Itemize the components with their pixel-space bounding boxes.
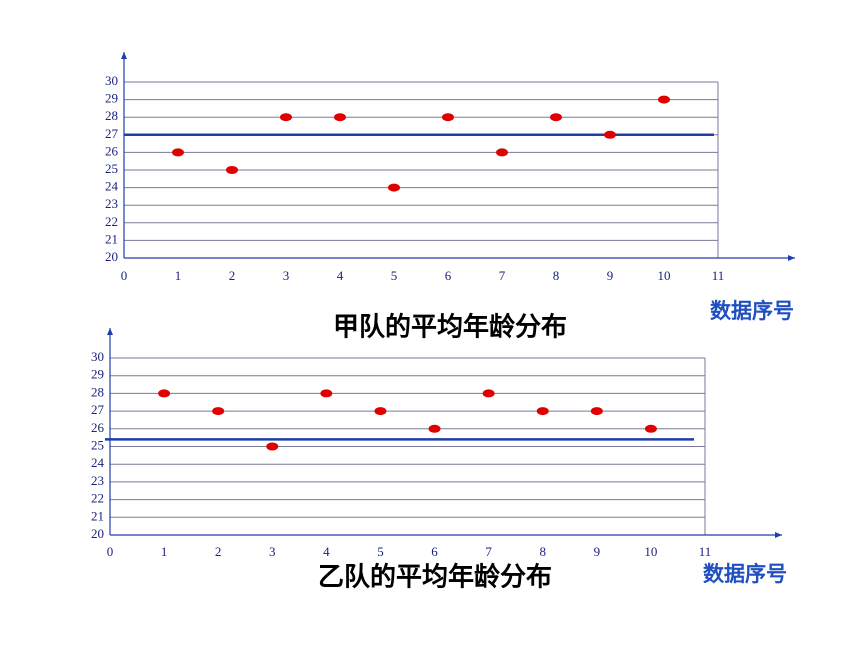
data-point: [388, 183, 400, 192]
x-tick-label: 9: [607, 268, 614, 283]
data-point: [442, 113, 454, 122]
x-tick-label: 1: [175, 268, 182, 283]
y-tick-label: 27: [105, 126, 119, 141]
x-tick-label: 11: [712, 268, 725, 283]
y-tick-label: 26: [105, 143, 119, 158]
x-tick-label: 2: [229, 268, 236, 283]
data-point: [374, 407, 387, 416]
x-tick-label: 5: [391, 268, 398, 283]
x-tick-label: 7: [485, 544, 492, 559]
x-tick-label: 2: [215, 544, 222, 559]
y-tick-label: 29: [91, 367, 104, 382]
x-tick-label: 0: [107, 544, 114, 559]
y-tick-label: 20: [105, 249, 118, 264]
data-point: [658, 95, 670, 104]
data-point: [334, 113, 346, 122]
y-tick-label: 29: [105, 91, 118, 106]
data-point: [172, 148, 184, 157]
x-tick-label: 10: [658, 268, 671, 283]
x-tick-label: 3: [283, 268, 290, 283]
x-tick-label: 8: [553, 268, 560, 283]
x-tick-label: 11: [699, 544, 712, 559]
y-axis-arrow: [107, 328, 113, 335]
y-tick-label: 27: [91, 402, 105, 417]
x-axis-label: 数据序号: [703, 562, 787, 586]
data-point: [320, 389, 333, 398]
y-tick-label: 22: [105, 214, 118, 229]
y-axis-arrow: [121, 52, 127, 59]
x-axis-label: 数据序号: [710, 299, 794, 323]
x-tick-label: 10: [644, 544, 657, 559]
y-tick-label: 28: [91, 384, 104, 399]
data-point: [428, 424, 441, 433]
data-point: [212, 407, 225, 416]
x-tick-label: 8: [539, 544, 546, 559]
x-tick-label: 5: [377, 544, 384, 559]
data-point: [536, 407, 549, 416]
x-tick-label: 4: [323, 544, 330, 559]
x-axis-arrow: [788, 255, 795, 261]
y-tick-label: 24: [105, 179, 119, 194]
data-point: [644, 424, 657, 433]
y-tick-label: 26: [91, 420, 105, 435]
x-tick-label: 0: [121, 268, 128, 283]
y-tick-label: 21: [91, 508, 104, 523]
x-tick-label: 7: [499, 268, 506, 283]
x-tick-label: 6: [431, 544, 438, 559]
chart-title: 乙队的平均年龄分布: [318, 562, 552, 593]
y-tick-label: 28: [105, 108, 118, 123]
data-point: [158, 389, 171, 398]
x-axis-arrow: [775, 532, 782, 538]
y-tick-label: 23: [105, 196, 118, 211]
y-tick-label: 30: [91, 349, 104, 364]
data-point: [280, 113, 292, 122]
x-tick-label: 6: [445, 268, 452, 283]
data-point: [496, 148, 508, 157]
data-point: [482, 389, 495, 398]
x-tick-label: 3: [269, 544, 276, 559]
chart-title: 甲队的平均年龄分布: [333, 312, 567, 343]
data-point: [550, 113, 562, 122]
y-tick-label: 21: [105, 231, 118, 246]
y-tick-label: 22: [91, 491, 104, 506]
x-tick-label: 1: [161, 544, 168, 559]
x-tick-label: 9: [594, 544, 601, 559]
data-point: [604, 130, 616, 139]
data-point: [226, 166, 238, 174]
y-tick-label: 23: [91, 473, 104, 488]
x-tick-label: 4: [337, 268, 344, 283]
y-tick-label: 25: [91, 437, 104, 452]
y-tick-label: 30: [105, 73, 118, 88]
y-tick-label: 24: [91, 455, 105, 470]
y-tick-label: 20: [91, 526, 104, 541]
data-point: [590, 407, 603, 416]
data-point: [266, 442, 279, 451]
y-tick-label: 25: [105, 161, 118, 176]
